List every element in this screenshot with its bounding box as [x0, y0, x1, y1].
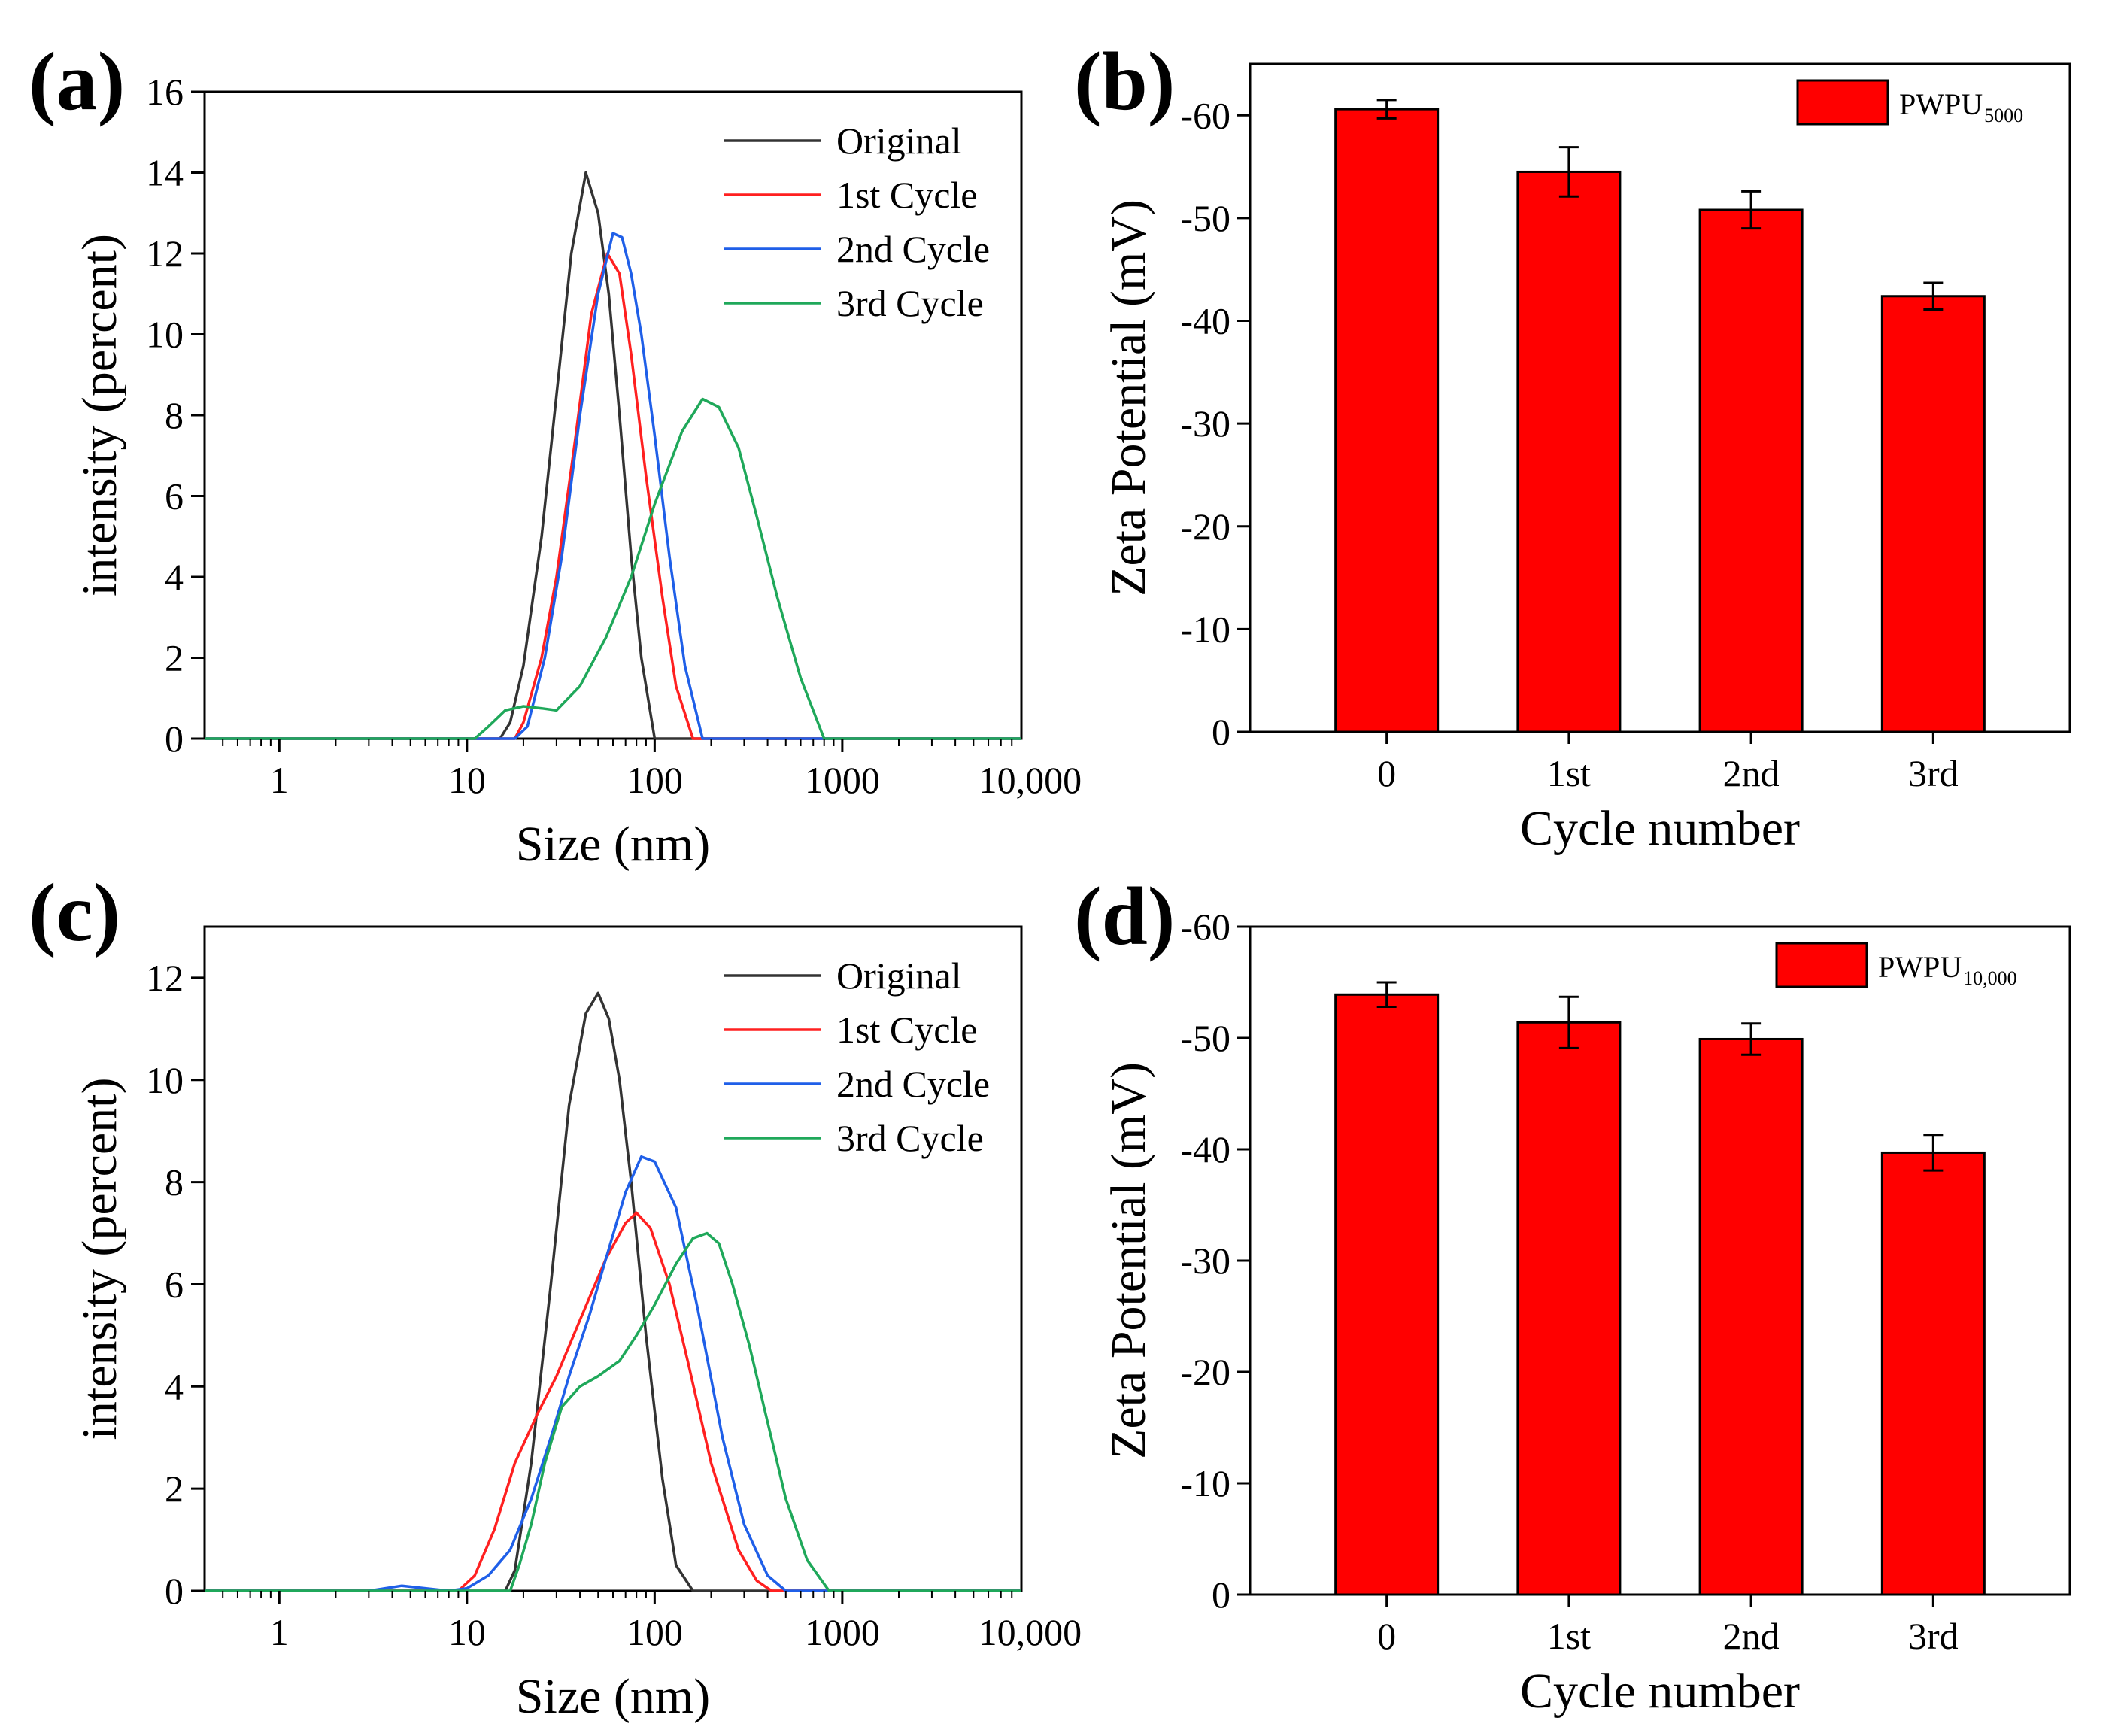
legend-label-1: Original: [836, 120, 962, 162]
panel-label-b: (b): [1074, 35, 1175, 127]
y-tick-label: -30: [1180, 402, 1230, 445]
bar-1st: [1516, 170, 1622, 733]
x-tick-label: 10: [448, 1611, 486, 1653]
y-tick-label: -60: [1180, 906, 1230, 948]
panel-label-c: (c): [29, 866, 120, 958]
x-tick-label: 1st: [1547, 752, 1591, 794]
y-tick-label: 12: [146, 232, 184, 275]
y-tick-label: -40: [1180, 1128, 1230, 1170]
x-tick-label: 1st: [1547, 1615, 1591, 1657]
x-tick-label: 1000: [805, 1611, 880, 1653]
y-tick-label: 2: [165, 637, 184, 679]
y-tick-label: 4: [165, 556, 184, 598]
x-tick-label: 0: [1377, 1615, 1396, 1657]
y-tick-label: 0: [165, 1570, 184, 1612]
bar-0: [1334, 993, 1440, 1596]
y-tick-label: -10: [1180, 608, 1230, 650]
y-tick-label: -60: [1180, 94, 1230, 136]
y-tick-label: 2: [165, 1467, 184, 1510]
panel-label-a: (a): [29, 35, 125, 127]
bar-3rd: [1880, 295, 1986, 733]
y-tick-label: -50: [1180, 197, 1230, 239]
series-line-3: [205, 1155, 1021, 1592]
zeta-potential-chart-b: 0 -10 -20 -30 -40 -50 -60 0 1st 2nd 3rd Cycle numbe…: [1101, 62, 2071, 856]
x-tick-label: 0: [1377, 752, 1396, 794]
bar-1st: [1516, 1021, 1622, 1596]
y-tick-label: -30: [1180, 1240, 1230, 1282]
x-tick-label: 1: [270, 1611, 289, 1653]
x-tick-label: 1: [270, 759, 289, 801]
x-axis-title: Cycle number: [1520, 801, 1800, 856]
bar-0: [1334, 108, 1440, 733]
legend-label-1: Original: [836, 954, 962, 997]
y-tick-label: 0: [1212, 1574, 1230, 1616]
y-tick-label: 8: [165, 1161, 184, 1203]
series-line-2: [205, 252, 1021, 740]
x-axis-title: Size (nm): [516, 817, 710, 872]
x-tick-label: 1000: [805, 759, 880, 801]
x-tick-label: 2nd: [1723, 1615, 1780, 1657]
y-tick-label: 4: [165, 1365, 184, 1407]
legend-label: PWPU: [1899, 87, 1983, 121]
series-line-4: [205, 397, 1021, 740]
series-line-3: [205, 232, 1021, 740]
y-axis-title: intensity (percent): [72, 234, 127, 596]
y-tick-label: 6: [165, 1263, 184, 1305]
legend-label-4: 3rd Cycle: [836, 1117, 984, 1159]
series-line-2: [205, 1211, 1021, 1592]
bar-2nd: [1698, 1037, 1804, 1596]
x-axis-title: Size (nm): [516, 1669, 710, 1724]
legend-label-2: 1st Cycle: [836, 174, 977, 216]
legend-label-3: 2nd Cycle: [836, 1063, 990, 1105]
y-tick-label: -50: [1180, 1017, 1230, 1059]
y-tick-label: 10: [146, 314, 184, 356]
y-tick-label: 0: [165, 718, 184, 760]
x-tick-label: 2nd: [1723, 752, 1780, 794]
panel-label-d: (d): [1074, 870, 1175, 962]
y-tick-label: -20: [1180, 1351, 1230, 1393]
y-tick-label: 6: [165, 475, 184, 517]
x-tick-label: 10: [448, 759, 486, 801]
y-tick-label: 10: [146, 1059, 184, 1101]
bar-3rd: [1880, 1151, 1986, 1596]
x-tick-label: 100: [627, 759, 683, 801]
size-distribution-chart-a: 0 2 4 6 8 10 12 14 16 1 10 100 1000 10,000 Size (nm) in…: [72, 71, 1082, 872]
y-tick-label: -20: [1180, 505, 1230, 548]
legend-swatch: [1775, 942, 1868, 988]
y-tick-label: 14: [146, 152, 184, 194]
y-tick-label: -40: [1180, 300, 1230, 342]
y-tick-label: 0: [1212, 711, 1230, 753]
legend-label-2: 1st Cycle: [836, 1009, 977, 1051]
x-axis-title: Cycle number: [1520, 1664, 1800, 1719]
x-tick-label: 3rd: [1908, 752, 1959, 794]
x-tick-label: 100: [627, 1611, 683, 1653]
size-distribution-chart-c: 0 2 4 6 8 10 12 1 10 100 1000 10,000 Size (nm) intens…: [72, 925, 1082, 1724]
bar-2nd: [1698, 208, 1804, 733]
series-line-4: [205, 1231, 1021, 1592]
y-axis-title: Zeta Potential (mV): [1101, 1062, 1156, 1459]
legend-label-4: 3rd Cycle: [836, 282, 984, 324]
y-tick-label: 12: [146, 957, 184, 999]
legend-swatch: [1796, 79, 1889, 126]
x-tick-label: 3rd: [1908, 1615, 1959, 1657]
plot-frame: [1249, 62, 2071, 733]
y-tick-label: 16: [146, 71, 184, 113]
x-tick-label: 10,000: [979, 1611, 1082, 1653]
y-axis-title: intensity (percent): [72, 1078, 127, 1440]
legend-label-3: 2nd Cycle: [836, 228, 990, 270]
zeta-potential-chart-d: 0 -10 -20 -30 -40 -50 -60 0 1st 2nd 3rd Cycle numbe…: [1101, 906, 2071, 1719]
y-axis-title: Zeta Potential (mV): [1101, 199, 1156, 596]
y-tick-label: -10: [1180, 1462, 1230, 1504]
series-line-1: [205, 171, 1021, 740]
x-tick-label: 10,000: [979, 759, 1082, 801]
legend-subscript: 5000: [1984, 105, 2023, 126]
y-tick-label: 8: [165, 394, 184, 436]
legend-subscript: 10,000: [1963, 967, 2017, 989]
legend-label: PWPU: [1878, 950, 1962, 984]
